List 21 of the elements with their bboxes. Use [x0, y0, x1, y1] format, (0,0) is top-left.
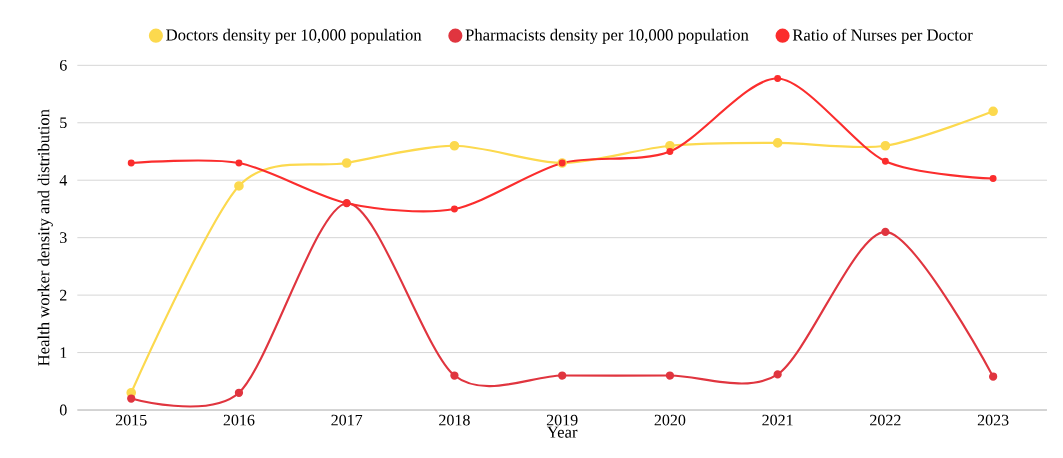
y-tick-label: 4 [59, 174, 68, 186]
y-axis-title: Health worker density and distribution [37, 109, 53, 366]
y-tick-label: 3 [60, 232, 67, 244]
y-tick-label: 6 [59, 59, 67, 71]
y-tick-label: 0 [59, 404, 67, 416]
x-tick-label: 2019 [546, 414, 578, 426]
x-tick-label: 2017 [331, 414, 363, 426]
x-tick-label: 2023 [977, 414, 1009, 426]
x-tick-label: 2021 [762, 414, 793, 426]
x-tick-label: 2015 [115, 414, 147, 426]
legend-label: Ratio of Nurses per Doctor [792, 28, 973, 45]
legend-label: Doctors density per 10,000 population [166, 28, 422, 45]
y-tick-label: 5 [60, 117, 67, 129]
legend-label: Pharmacists density per 10,000 population [465, 28, 749, 45]
x-axis-title: Year [547, 426, 578, 438]
y-tick-label: 2 [60, 289, 67, 301]
x-tick-label: 2022 [870, 414, 901, 426]
y-tick-label: 1 [60, 347, 67, 358]
x-tick-label: 2018 [439, 414, 470, 426]
x-tick-label: 2020 [654, 414, 686, 426]
x-tick-label: 2016 [223, 414, 255, 426]
